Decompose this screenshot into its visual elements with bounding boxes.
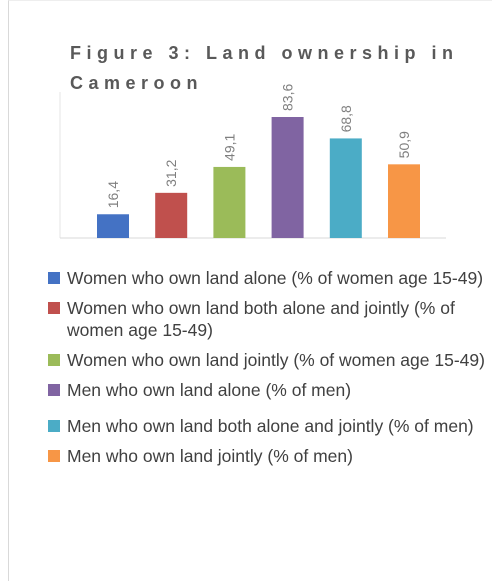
data-label: 83,6 — [280, 84, 296, 111]
legend-label: Men who own land both alone and jointly … — [67, 416, 474, 436]
legend-label: Women who own land both alone and jointl… — [67, 298, 455, 340]
legend-swatch — [48, 384, 60, 396]
legend-swatch — [48, 354, 60, 366]
legend-item: Men who own land both alone and jointly … — [48, 415, 488, 437]
legend-label: Women who own land jointly (% of women a… — [67, 350, 485, 370]
legend-swatch — [48, 420, 60, 432]
legend-item: Women who own land both alone and jointl… — [48, 297, 488, 341]
bar — [213, 166, 246, 238]
legend-label: Women who own land alone (% of women age… — [67, 268, 484, 288]
data-label: 31,2 — [163, 159, 179, 186]
bar — [329, 138, 362, 238]
legend-label: Men who own land jointly (% of men) — [67, 446, 353, 466]
legend-item: Men who own land jointly (% of men) — [48, 445, 488, 467]
data-label: 49,1 — [221, 133, 237, 160]
bar — [155, 192, 188, 238]
data-label: 50,9 — [396, 131, 412, 158]
frame — [8, 0, 492, 581]
legend-item: Women who own land jointly (% of women a… — [48, 349, 488, 371]
legend-item: Men who own land alone (% of men) — [48, 379, 488, 401]
bar — [271, 117, 304, 238]
legend-swatch — [48, 302, 60, 314]
legend-label: Men who own land alone (% of men) — [67, 380, 352, 400]
legend-swatch — [48, 450, 60, 462]
legend-swatch — [48, 272, 60, 284]
legend: Women who own land alone (% of women age… — [48, 267, 488, 475]
data-label: 68,8 — [338, 105, 354, 132]
bar — [388, 164, 420, 238]
bar — [97, 214, 129, 238]
legend-item: Women who own land alone (% of women age… — [48, 267, 488, 289]
chart-title: Figure 3: Land ownership in Cameroon — [70, 43, 459, 93]
data-label: 16,4 — [105, 181, 121, 208]
